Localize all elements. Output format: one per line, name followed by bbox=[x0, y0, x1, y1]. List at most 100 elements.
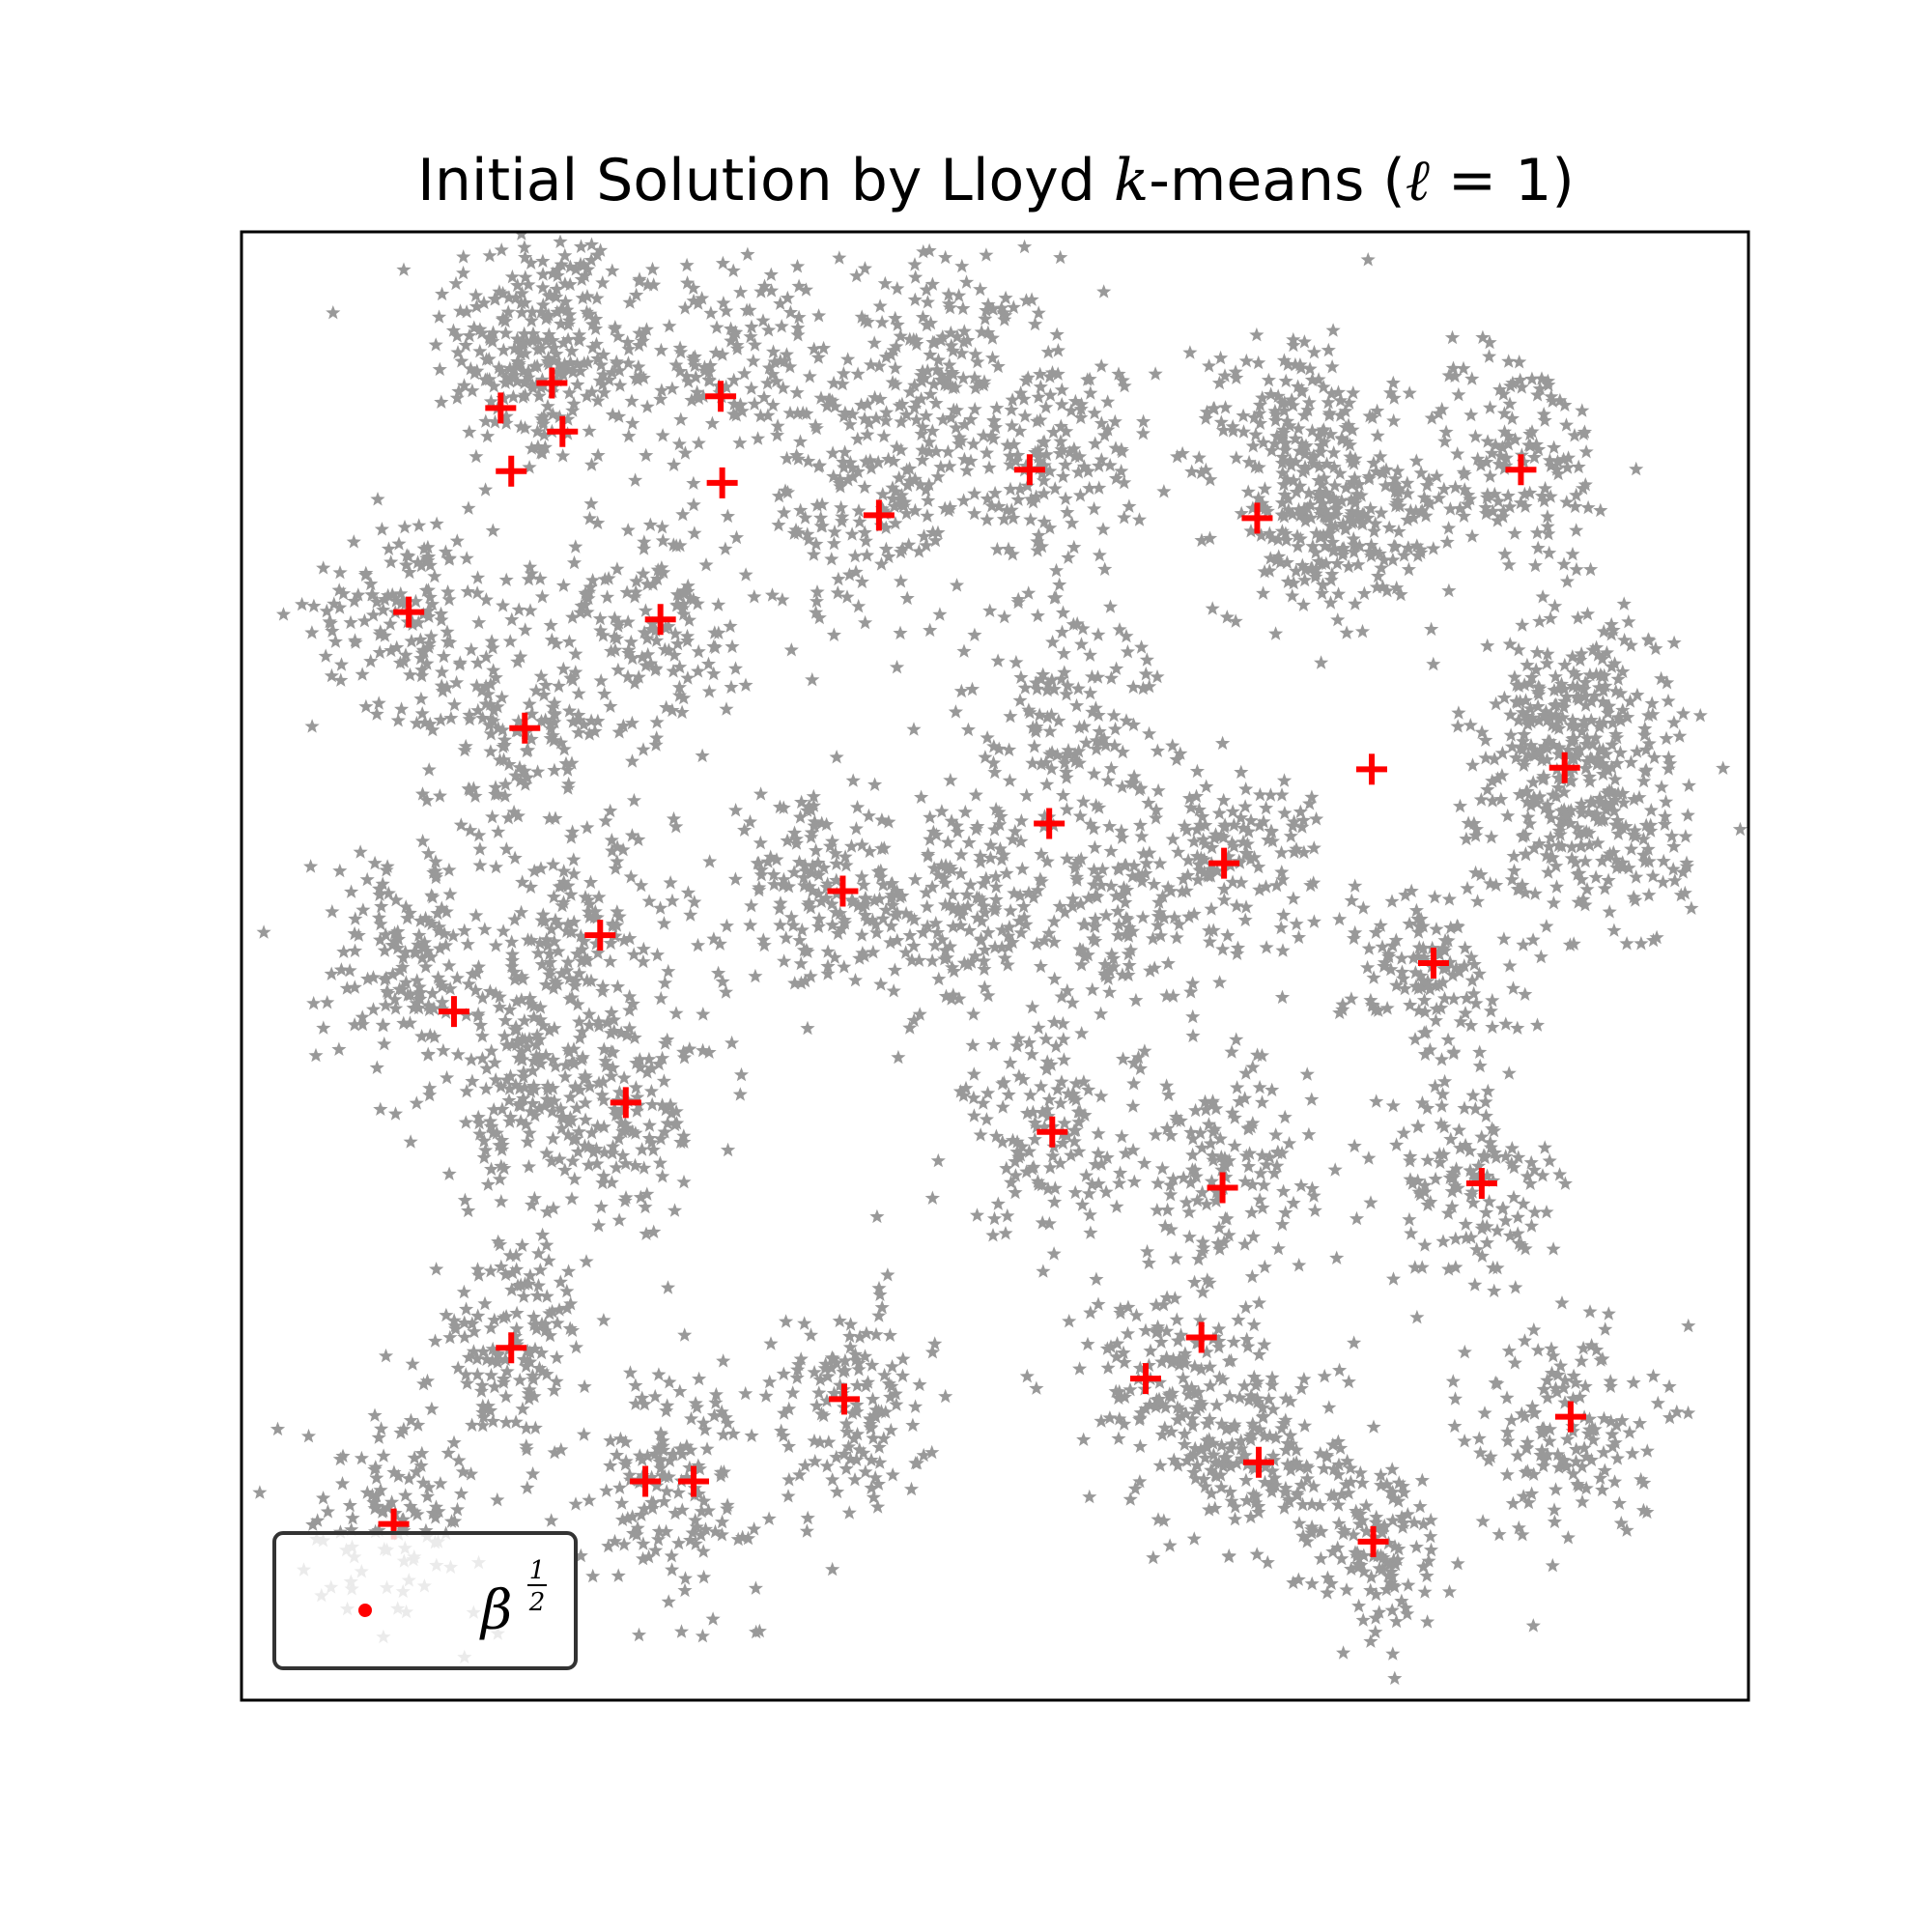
data-point bbox=[679, 257, 695, 272]
data-point bbox=[1599, 802, 1614, 817]
data-point bbox=[516, 1069, 531, 1084]
data-point bbox=[989, 541, 1005, 556]
data-point bbox=[618, 1454, 634, 1468]
data-point bbox=[895, 541, 910, 555]
data-point bbox=[1026, 890, 1041, 904]
data-point bbox=[1102, 1410, 1118, 1425]
data-point bbox=[1589, 756, 1605, 771]
data-point bbox=[1457, 467, 1472, 481]
data-point bbox=[523, 559, 538, 574]
data-point bbox=[633, 1189, 648, 1205]
data-point bbox=[1066, 1134, 1082, 1149]
data-point bbox=[562, 1321, 578, 1335]
data-point bbox=[1036, 1264, 1051, 1278]
data-point bbox=[465, 966, 480, 980]
data-point bbox=[1540, 519, 1555, 533]
data-point bbox=[1013, 385, 1029, 400]
data-point bbox=[1356, 506, 1372, 522]
data-point bbox=[1551, 740, 1567, 754]
data-point bbox=[560, 331, 576, 347]
data-point bbox=[1071, 1144, 1087, 1158]
data-point bbox=[992, 841, 1008, 856]
data-point bbox=[1593, 794, 1608, 809]
data-point bbox=[694, 1527, 709, 1542]
data-point bbox=[1286, 575, 1301, 590]
data-point bbox=[502, 1109, 519, 1124]
data-point bbox=[1009, 654, 1024, 669]
data-point bbox=[1152, 1458, 1168, 1472]
data-point bbox=[607, 1101, 622, 1116]
data-point bbox=[618, 1435, 634, 1449]
data-point bbox=[775, 592, 790, 607]
data-point bbox=[412, 980, 427, 994]
data-point bbox=[837, 1446, 852, 1461]
data-point bbox=[1389, 580, 1405, 595]
data-point bbox=[545, 699, 560, 714]
data-point bbox=[413, 557, 429, 573]
data-point bbox=[1276, 1415, 1292, 1431]
data-point bbox=[332, 863, 348, 878]
data-point bbox=[1094, 877, 1109, 893]
data-point bbox=[602, 372, 617, 386]
data-point bbox=[1199, 1196, 1214, 1211]
data-point bbox=[502, 634, 518, 648]
data-point bbox=[844, 407, 861, 421]
data-point bbox=[1202, 1411, 1217, 1426]
data-point bbox=[1485, 1019, 1500, 1035]
data-point bbox=[1277, 806, 1293, 820]
data-point bbox=[1176, 871, 1191, 886]
data-point bbox=[1385, 375, 1401, 390]
data-point bbox=[1385, 1271, 1402, 1286]
data-point bbox=[738, 567, 753, 582]
data-point bbox=[608, 861, 623, 875]
data-point bbox=[1394, 964, 1410, 979]
data-point bbox=[1117, 378, 1132, 393]
data-point bbox=[1573, 652, 1588, 667]
data-point bbox=[1343, 1461, 1358, 1475]
data-point bbox=[1189, 763, 1205, 779]
data-point bbox=[788, 831, 804, 846]
data-point bbox=[1201, 1117, 1216, 1131]
data-point bbox=[718, 1409, 733, 1425]
data-point bbox=[1429, 469, 1444, 483]
data-point bbox=[396, 262, 412, 276]
data-point bbox=[603, 1433, 618, 1448]
data-point bbox=[854, 309, 869, 324]
data-point bbox=[323, 615, 338, 630]
data-point bbox=[599, 1483, 614, 1497]
data-point bbox=[1390, 1551, 1406, 1567]
data-point bbox=[607, 1023, 622, 1038]
data-point bbox=[808, 1454, 823, 1468]
data-point bbox=[396, 1015, 412, 1030]
data-point bbox=[1308, 569, 1323, 583]
data-point bbox=[1183, 984, 1199, 999]
data-point bbox=[1203, 471, 1218, 487]
data-point bbox=[1388, 1556, 1404, 1572]
data-point bbox=[396, 593, 412, 608]
data-point bbox=[542, 1023, 557, 1037]
data-point bbox=[529, 1288, 545, 1303]
data-point bbox=[422, 1080, 438, 1095]
data-point bbox=[603, 698, 618, 713]
data-point bbox=[798, 282, 814, 297]
data-point bbox=[1520, 783, 1535, 798]
data-point bbox=[889, 883, 905, 898]
data-point bbox=[1322, 518, 1338, 532]
data-point bbox=[347, 980, 362, 994]
data-point bbox=[1527, 557, 1543, 573]
data-point bbox=[685, 1525, 700, 1540]
data-point bbox=[1055, 1135, 1070, 1150]
data-point bbox=[1259, 800, 1274, 815]
data-point bbox=[703, 305, 719, 320]
data-point bbox=[835, 509, 850, 524]
data-point bbox=[1275, 871, 1291, 887]
data-point bbox=[491, 721, 506, 735]
data-point bbox=[582, 874, 599, 890]
data-point bbox=[582, 726, 597, 741]
data-point bbox=[1498, 1149, 1514, 1163]
data-point bbox=[440, 1445, 456, 1460]
data-point bbox=[1502, 1228, 1518, 1242]
data-point bbox=[1474, 1129, 1490, 1144]
data-point bbox=[1229, 1032, 1244, 1046]
data-point bbox=[384, 1494, 400, 1509]
